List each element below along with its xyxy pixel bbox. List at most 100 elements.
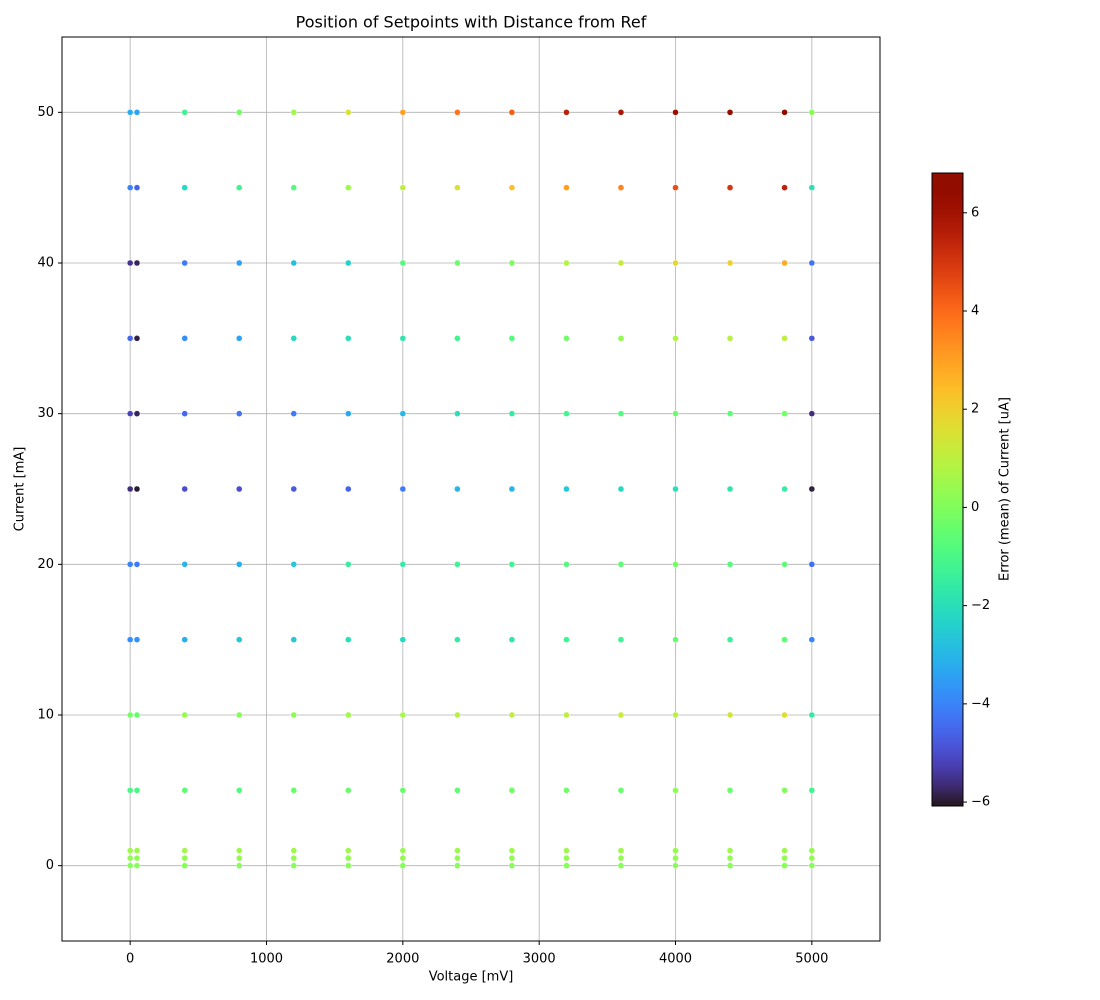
x-tick-label: 1000	[250, 952, 283, 967]
y-tick-label: 20	[37, 557, 54, 572]
y-tick-label: 30	[37, 406, 54, 421]
point	[345, 711, 352, 719]
point	[617, 636, 625, 643]
colorbar-tick-label: 4	[971, 303, 979, 318]
point	[808, 862, 816, 869]
point	[563, 485, 570, 493]
point	[508, 711, 516, 719]
point	[290, 410, 297, 417]
point	[133, 335, 141, 342]
point	[781, 485, 788, 493]
point	[781, 109, 788, 116]
point	[126, 109, 134, 116]
point	[399, 335, 407, 342]
point	[808, 485, 816, 493]
colorbar-tick-label: −4	[971, 696, 990, 711]
point	[126, 259, 134, 267]
y-tick-label: 0	[46, 858, 54, 873]
colorbar	[931, 172, 964, 807]
point	[508, 259, 516, 267]
point	[617, 561, 625, 568]
x-tick-label: 5000	[795, 952, 828, 967]
point	[563, 561, 570, 568]
y-tick-label: 10	[37, 708, 54, 723]
point	[126, 485, 134, 493]
point	[181, 109, 188, 116]
point	[563, 847, 570, 854]
point	[133, 636, 141, 643]
point	[617, 485, 625, 493]
point	[563, 410, 570, 417]
point	[290, 561, 297, 568]
point	[726, 711, 734, 719]
point	[399, 485, 407, 493]
point	[617, 847, 625, 854]
point	[781, 561, 788, 568]
point	[181, 847, 188, 854]
point	[126, 862, 134, 869]
point	[563, 862, 570, 869]
point	[345, 847, 352, 854]
point	[781, 335, 788, 342]
y-axis-label: Current [mA]	[13, 447, 28, 532]
point	[345, 410, 352, 417]
point	[808, 636, 816, 643]
point	[181, 485, 188, 493]
point	[672, 109, 679, 116]
point	[781, 636, 788, 643]
point	[617, 184, 625, 191]
point	[617, 259, 625, 267]
point	[672, 335, 679, 342]
point	[672, 636, 679, 643]
point	[454, 561, 461, 568]
point	[726, 259, 734, 267]
point	[290, 109, 297, 116]
point	[808, 335, 816, 342]
point	[345, 862, 352, 869]
point	[563, 787, 570, 794]
point	[617, 410, 625, 417]
point	[290, 847, 297, 854]
point	[290, 787, 297, 794]
point	[181, 410, 188, 417]
point	[345, 109, 352, 116]
point	[126, 561, 134, 568]
point	[726, 561, 734, 568]
point	[563, 184, 570, 191]
point	[133, 109, 141, 116]
point	[508, 335, 516, 342]
x-tick-label: 2000	[386, 952, 419, 967]
point	[345, 184, 352, 191]
point	[181, 259, 188, 267]
point	[617, 711, 625, 719]
colorbar-tick-label: 2	[971, 402, 979, 417]
point	[126, 410, 134, 417]
point	[133, 561, 141, 568]
x-tick-label: 0	[126, 952, 134, 967]
point	[454, 711, 461, 719]
point	[454, 847, 461, 854]
point	[726, 636, 734, 643]
point	[290, 862, 297, 869]
point	[454, 787, 461, 794]
point	[399, 787, 407, 794]
colorbar-label: Error (mean) of Current [uA]	[998, 397, 1013, 581]
point	[617, 854, 625, 862]
point	[290, 259, 297, 267]
point	[126, 335, 134, 342]
point	[508, 636, 516, 643]
point	[236, 862, 243, 869]
point	[399, 711, 407, 719]
point	[781, 711, 788, 719]
point	[133, 259, 141, 267]
point	[672, 410, 679, 417]
point	[399, 847, 407, 854]
point	[672, 485, 679, 493]
point	[236, 184, 243, 191]
point	[808, 259, 816, 267]
point	[345, 854, 352, 862]
point	[672, 847, 679, 854]
point	[672, 259, 679, 267]
point	[290, 854, 297, 862]
point	[781, 184, 788, 191]
